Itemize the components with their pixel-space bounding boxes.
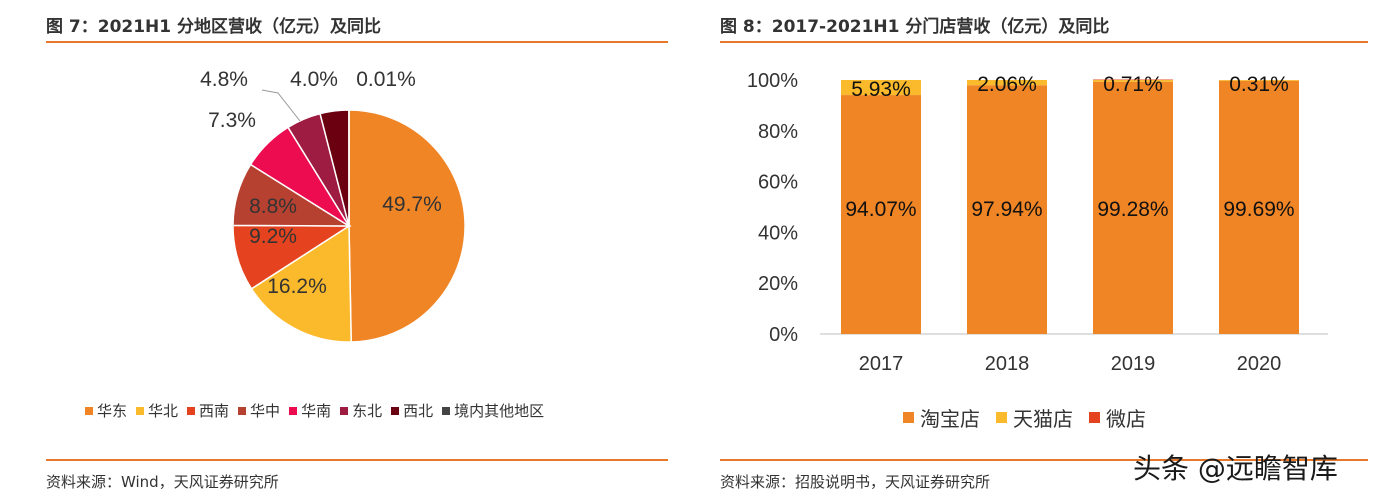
- legend-item-华南: 华南: [289, 400, 331, 421]
- bar-淘宝店-2020: [1219, 80, 1299, 334]
- pie-legend: 华东 华北 西南 华中 华南 东北 西北 境内其他地区: [85, 400, 553, 421]
- pie-leader-line: [261, 89, 301, 122]
- y-tick-label: 0%: [769, 324, 798, 346]
- legend-item-微店: 微店: [1089, 403, 1146, 432]
- pie-label-境内其他地区: 0.01%: [356, 68, 416, 91]
- legend-swatch: [187, 406, 196, 415]
- pie-slice-华东: [348, 109, 466, 343]
- legend-label: 境内其他地区: [454, 402, 545, 420]
- bar-天猫店-2017: [841, 80, 921, 96]
- region-pie-chart: 49.7% 16.2% 9.2% 8.8% 7.3% 4.8% 4.0% 0.01%: [200, 68, 466, 343]
- legend-swatch: [391, 406, 400, 415]
- legend-swatch: [238, 406, 247, 415]
- bar-淘宝店-2019: [1093, 81, 1173, 334]
- pie-label-华中: 8.8%: [249, 195, 297, 218]
- store-revenue-panel: 图 8：2017-2021H1 分门店营收（亿元）及同比 0% 20% 40% 60%…: [690, 0, 1383, 503]
- legend-label: 微店: [1106, 407, 1146, 431]
- legend-label: 华北: [148, 402, 179, 420]
- source-rule: [720, 459, 1368, 461]
- bar-天猫店-2020: [1219, 80, 1299, 81]
- y-tick-label: 80%: [758, 121, 798, 143]
- x-tick-label: 2018: [985, 353, 1030, 375]
- title-rule: [720, 41, 1368, 43]
- legend-item-境内其他地区: 境内其他地区: [442, 400, 544, 421]
- legend-swatch: [903, 412, 914, 423]
- legend-label: 华南: [301, 402, 332, 420]
- bar-label-天猫店-2018: 2.06%: [977, 73, 1037, 96]
- legend-swatch: [1089, 412, 1100, 423]
- legend-label: 西南: [199, 402, 230, 420]
- bar-label-天猫店-2019: 0.71%: [1103, 73, 1163, 96]
- x-tick-label: 2020: [1237, 353, 1282, 375]
- legend-label: 西北: [403, 402, 434, 420]
- pie-slice-华北: [250, 224, 352, 343]
- source-rule: [46, 459, 668, 461]
- legend-label: 华中: [250, 402, 281, 420]
- legend-label: 东北: [352, 402, 383, 420]
- legend-item-华东: 华东: [85, 400, 127, 421]
- legend-swatch: [136, 406, 145, 415]
- legend-swatch: [340, 406, 349, 415]
- legend-item-华北: 华北: [136, 400, 178, 421]
- legend-item-东北: 东北: [340, 400, 382, 421]
- legend-label: 淘宝店: [920, 407, 980, 431]
- bar-天猫店-2019: [1093, 80, 1173, 82]
- pie-label-华南: 7.3%: [208, 109, 256, 132]
- legend-item-淘宝店: 淘宝店: [903, 403, 980, 432]
- figure-7-source: 资料来源：Wind，天风证券研究所: [46, 473, 279, 491]
- y-tick-label: 20%: [758, 273, 798, 295]
- legend-swatch: [289, 406, 298, 415]
- bar-label-天猫店-2020: 0.31%: [1229, 73, 1289, 96]
- y-tick-label: 60%: [758, 172, 798, 194]
- legend-item-天猫店: 天猫店: [996, 403, 1073, 432]
- bar-label-淘宝店-2017: 94.07%: [845, 198, 916, 221]
- figure-7-title: 图 7：2021H1 分地区营收（亿元）及同比: [46, 17, 382, 37]
- pie-label-西北: 4.0%: [290, 68, 338, 91]
- figure-8-title: 图 8：2017-2021H1 分门店营收（亿元）及同比: [720, 17, 1110, 37]
- pie-label-东北: 4.8%: [200, 68, 248, 91]
- bar-label-天猫店-2017: 5.93%: [851, 78, 911, 101]
- figure-8-source: 资料来源：招股说明书，天风证券研究所: [720, 473, 991, 491]
- bar-淘宝店-2017: [841, 95, 921, 334]
- bar-天猫店-2018: [967, 80, 1047, 86]
- bar-label-淘宝店-2020: 99.69%: [1223, 198, 1294, 221]
- bar-label-淘宝店-2019: 99.28%: [1097, 198, 1168, 221]
- bar-微店-2019: [1093, 79, 1173, 81]
- legend-swatch: [85, 406, 93, 415]
- bar-label-淘宝店-2018: 97.94%: [971, 198, 1042, 221]
- x-tick-label: 2019: [1111, 353, 1156, 375]
- store-stacked-bar-chart: 0% 20% 40% 60% 80% 100% 94.07% 5.93% 2017 97.94% 2…: [747, 70, 1328, 375]
- y-tick-label: 40%: [758, 222, 798, 244]
- pie-label-西南: 9.2%: [249, 225, 297, 248]
- legend-swatch: [442, 406, 451, 415]
- watermark: 头条 @远瞻智库: [1133, 452, 1338, 485]
- legend-label: 华东: [97, 402, 128, 420]
- bar-淘宝店-2018: [967, 85, 1047, 334]
- region-revenue-panel: 图 7：2021H1 分地区营收（亿元）及同比 49.7% 16.2% 9.2% 8.…: [0, 0, 680, 503]
- x-tick-label: 2017: [859, 353, 904, 375]
- title-rule: [46, 41, 668, 43]
- pie-label-华东: 49.7%: [382, 193, 442, 216]
- legend-item-西北: 西北: [391, 400, 433, 421]
- legend-item-西南: 西南: [187, 400, 229, 421]
- legend-label: 天猫店: [1013, 407, 1073, 431]
- legend-swatch: [996, 412, 1007, 423]
- y-tick-label: 100%: [747, 70, 798, 92]
- legend-item-华中: 华中: [238, 400, 280, 421]
- pie-label-华北: 16.2%: [267, 275, 327, 298]
- bar-legend: 淘宝店 天猫店 微店: [903, 403, 1162, 432]
